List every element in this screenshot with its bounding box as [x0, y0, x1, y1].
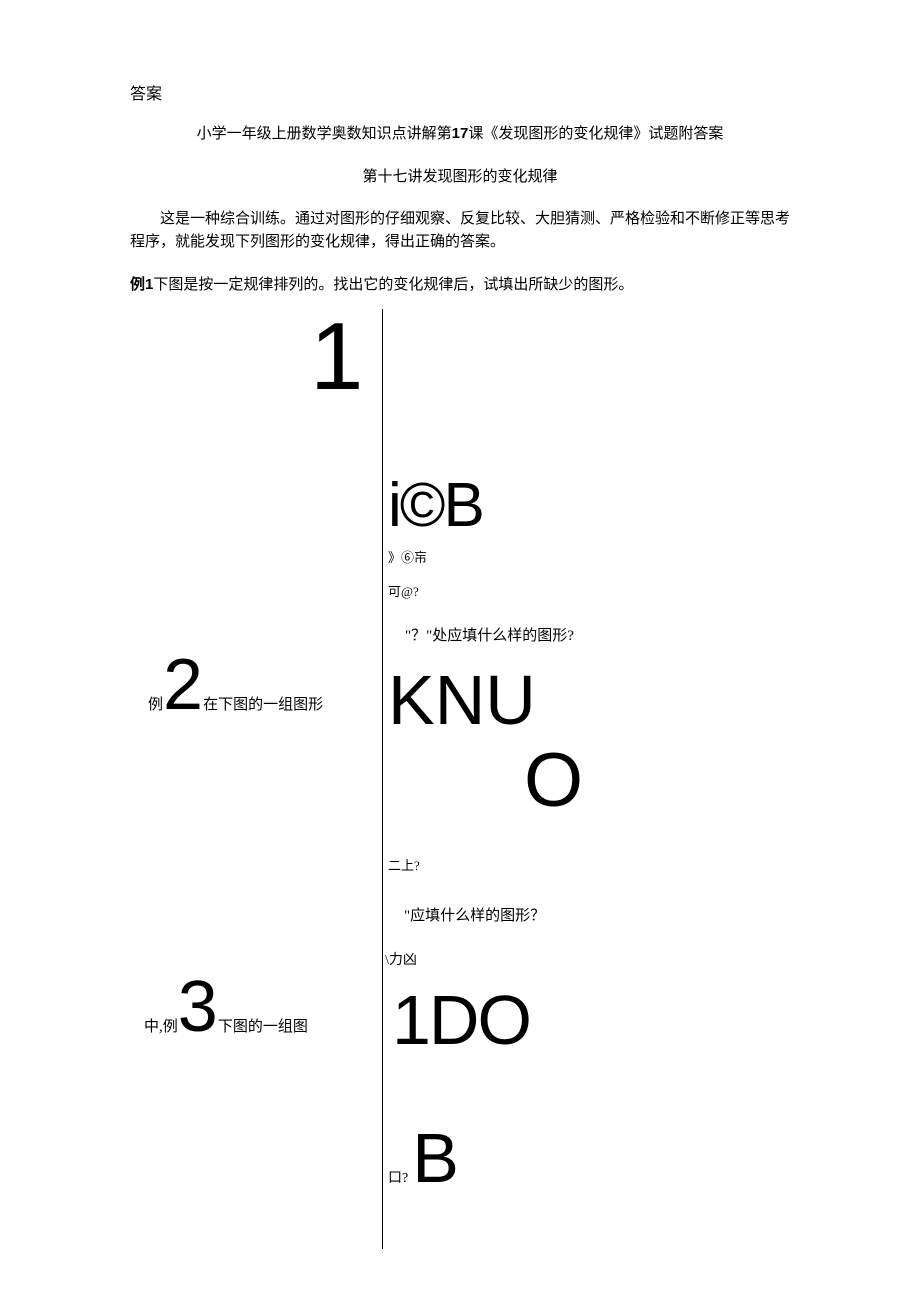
- figure-knu: KNU: [388, 665, 536, 735]
- figure-bottom-small: 口?: [388, 1171, 408, 1186]
- figure-icb: i©B: [388, 475, 483, 537]
- example-3-prefix: 中,例: [144, 1019, 178, 1035]
- title-num: 17: [452, 125, 469, 142]
- figure-big-2: 2: [163, 645, 203, 725]
- example-2-right: "？"处应填什么样的图形?: [405, 629, 574, 644]
- page-title: 小学一年级上册数学奥数知识点讲解第17课《发现图形的变化规律》试题附答案: [130, 122, 790, 143]
- example-2-label: 例: [148, 697, 163, 713]
- figure-small-line-3: 二上?: [388, 859, 420, 872]
- figure-small-line-2: 可@?: [388, 585, 419, 598]
- example-3-left: 中,例3下图的一组图: [144, 971, 308, 1043]
- subtitle: 第十七讲发现图形的变化规律: [130, 165, 790, 186]
- figure-big-b: B: [412, 1119, 459, 1197]
- example-2-tail: 在下图的一组图形: [203, 697, 323, 713]
- vertical-divider: [382, 309, 383, 1249]
- title-prefix: 小学一年级上册数学奥数知识点讲解第: [197, 126, 452, 142]
- figure-big-1: 1: [310, 309, 363, 405]
- intro-paragraph: 这是一种综合训练。通过对图形的仔细观察、反复比较、大胆猜测、严格检验和不断修正等…: [130, 208, 790, 255]
- figure-small-line-4: \力凶: [385, 954, 417, 968]
- example-1-text: 下图是按一定规律排列的。找出它的变化规律后，试填出所缺少的图形。: [153, 277, 633, 293]
- figure-area: 1 i©B 》⑥㠵 可@? 例2在下图的一组图形 "？"处应填什么样的图形? K…: [130, 309, 790, 1249]
- figure-1do: 1DO: [392, 985, 530, 1055]
- example-2-left: 例2在下图的一组图形: [148, 649, 323, 721]
- answer-label: 答案: [130, 80, 790, 104]
- title-suffix: 课《发现图形的变化规律》试题附答案: [468, 126, 723, 142]
- example-1: 例1下图是按一定规律排列的。找出它的变化规律后，试填出所缺少的图形。: [130, 273, 790, 297]
- example-1-label: 例: [130, 277, 145, 293]
- figure-small-line-1: 》⑥㠵: [388, 551, 427, 564]
- figure-bottom-row: 口?B: [388, 1123, 459, 1193]
- figure-big-3: 3: [178, 967, 218, 1047]
- example-3-tail: 下图的一组图: [218, 1019, 308, 1035]
- figure-big-o: O: [524, 743, 583, 819]
- example-3-right-top: "应填什么样的图形？: [404, 909, 545, 924]
